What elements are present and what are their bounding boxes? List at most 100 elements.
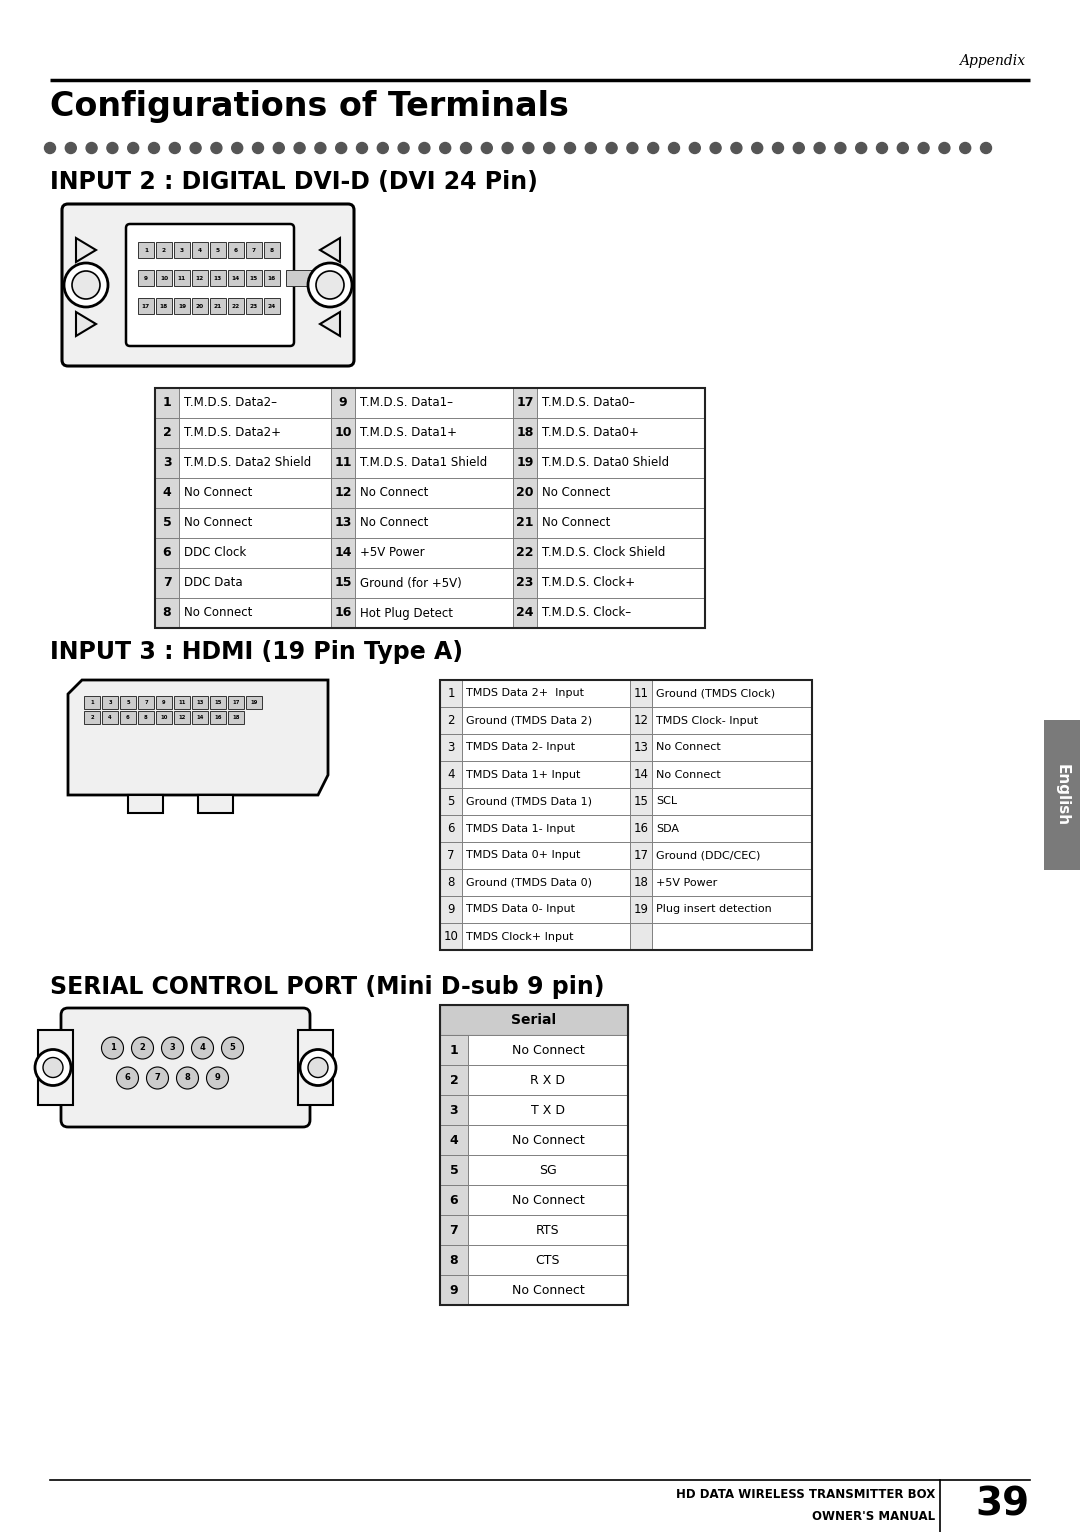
Bar [630,815,652,843]
Text: 15: 15 [634,795,648,807]
Bar [630,734,652,761]
Text: 17: 17 [516,397,534,409]
Bar [179,538,330,568]
Text: Plug insert detection: Plug insert detection [656,904,772,915]
Bar [179,388,330,418]
Text: 15: 15 [334,576,352,590]
Bar [138,270,154,286]
Text: 2: 2 [162,248,166,253]
Text: 3: 3 [108,700,112,705]
Bar [84,696,100,709]
Text: No Connect: No Connect [360,487,429,499]
Text: TMDS Clock+ Input: TMDS Clock+ Input [465,931,573,942]
Circle shape [814,142,825,153]
Bar [440,896,462,922]
Bar [537,418,705,447]
Circle shape [147,1066,168,1089]
Text: No Connect: No Connect [512,1134,584,1146]
Bar [198,795,233,813]
Circle shape [176,1066,199,1089]
Text: 1: 1 [144,248,148,253]
Circle shape [170,142,180,153]
Text: 7: 7 [252,248,256,253]
Text: No Connect: No Connect [512,1284,584,1296]
Circle shape [221,1037,243,1059]
Bar [468,1246,627,1275]
Text: 9: 9 [162,700,166,705]
Text: 9: 9 [449,1284,458,1296]
Bar [129,795,163,813]
Text: No Connect: No Connect [184,607,253,619]
Text: 4: 4 [198,248,202,253]
Text: Ground (for +5V): Ground (for +5V) [360,576,462,590]
Text: 4: 4 [200,1043,205,1052]
Bar [228,711,244,725]
Bar [462,761,630,787]
Text: T.M.D.S. Data1–: T.M.D.S. Data1– [360,397,453,409]
Circle shape [939,142,950,153]
Text: HD DATA WIRELESS TRANSMITTER BOX: HD DATA WIRELESS TRANSMITTER BOX [676,1488,935,1501]
Text: T.M.D.S. Data2 Shield: T.M.D.S. Data2 Shield [184,457,311,469]
Text: T.M.D.S. Data2+: T.M.D.S. Data2+ [184,426,281,440]
Polygon shape [298,1030,333,1105]
Text: 5: 5 [230,1043,235,1052]
Circle shape [44,142,55,153]
Text: +5V Power: +5V Power [360,547,424,559]
Bar [156,478,179,509]
Bar [120,696,136,709]
Bar [156,270,172,286]
Text: 19: 19 [251,700,258,705]
Bar [210,270,226,286]
Polygon shape [320,276,340,300]
Text: T.M.D.S. Data1 Shield: T.M.D.S. Data1 Shield [360,457,487,469]
Bar [192,270,208,286]
Bar [355,388,513,418]
Bar [192,711,208,725]
Bar [440,680,462,706]
Bar [156,538,179,568]
Text: No Connect: No Connect [184,487,253,499]
Bar [630,787,652,815]
Text: 2: 2 [447,714,455,728]
Bar [468,1124,627,1155]
Text: +5V Power: +5V Power [656,878,717,887]
Text: 12: 12 [334,487,352,499]
Bar [330,447,355,478]
Bar [652,706,812,734]
Bar [440,922,462,950]
Text: 6: 6 [126,715,130,720]
Text: Ground (TMDS Clock): Ground (TMDS Clock) [656,688,775,699]
Text: 6: 6 [163,547,172,559]
Circle shape [86,142,97,153]
Text: 19: 19 [634,902,648,916]
Text: 10: 10 [160,276,168,280]
Text: T.M.D.S. Clock Shield: T.M.D.S. Clock Shield [542,547,665,559]
Bar [355,478,513,509]
Text: Configurations of Terminals: Configurations of Terminals [50,90,569,123]
Bar [1044,720,1080,870]
Text: 13: 13 [214,276,222,280]
Bar [174,270,190,286]
Circle shape [232,142,243,153]
Bar [630,843,652,869]
Text: 12: 12 [634,714,648,728]
Bar [440,1005,627,1305]
Polygon shape [38,1030,73,1105]
Text: English: English [1054,764,1069,826]
Bar [264,270,280,286]
Text: CTS: CTS [536,1253,561,1267]
Bar [440,815,462,843]
Bar [440,734,462,761]
Text: 11: 11 [334,457,352,469]
Bar [330,509,355,538]
Text: 9: 9 [339,397,348,409]
Text: 17: 17 [232,700,240,705]
Bar [246,242,262,257]
Bar [156,597,179,628]
Bar [330,568,355,597]
Text: 8: 8 [185,1074,190,1083]
Bar [174,242,190,257]
Bar [210,299,226,314]
Text: Ground (DDC/CEC): Ground (DDC/CEC) [656,850,760,861]
Circle shape [300,1049,336,1086]
